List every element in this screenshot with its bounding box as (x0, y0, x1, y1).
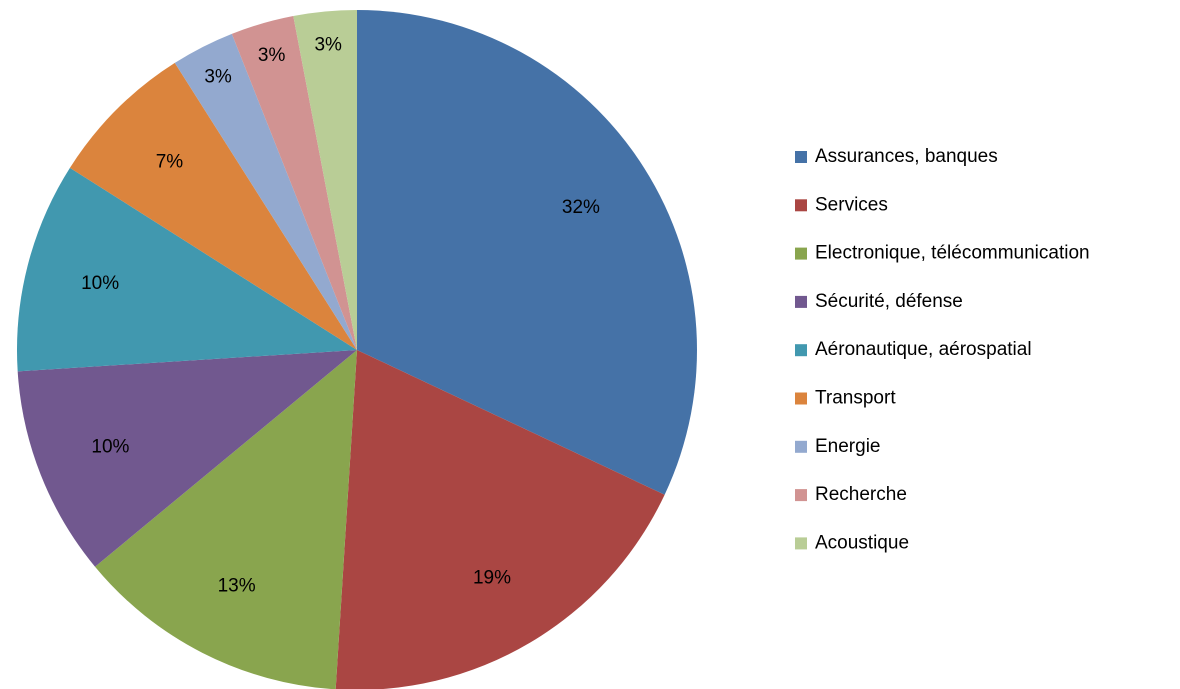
legend-label: Electronique, télécommunication (815, 243, 1090, 264)
legend-label: Assurances, banques (815, 146, 998, 167)
legend-swatch (795, 392, 807, 405)
data-label: 3% (258, 45, 286, 66)
data-label: 13% (218, 575, 256, 596)
legend-label: Acoustique (815, 532, 909, 553)
legend-swatch (795, 295, 807, 308)
legend-label: Transport (815, 388, 896, 409)
legend-label: Sécurité, défense (815, 291, 963, 312)
legend-swatch (795, 489, 807, 502)
pie-slice (231, 16, 357, 350)
legend-swatch (795, 537, 807, 550)
data-label: 3% (314, 34, 342, 55)
legend-label: Recherche (815, 484, 907, 505)
legend-swatch (795, 440, 807, 453)
data-label: 19% (473, 567, 511, 588)
legend-label: Aéronautique, aérospatial (815, 339, 1032, 360)
data-label: 3% (204, 66, 232, 87)
legend-label: Services (815, 194, 888, 215)
data-label: 32% (562, 197, 600, 218)
pie-slice (69, 62, 358, 351)
pie-slice (174, 33, 357, 350)
legend-swatch (795, 247, 807, 260)
legend-swatch (795, 199, 807, 212)
pie-slice (95, 350, 357, 689)
data-label: 10% (91, 437, 129, 458)
legend-label: Energie (815, 436, 881, 457)
legend-swatch (795, 344, 807, 357)
pie-slice (17, 350, 358, 567)
pie-slice (293, 10, 357, 350)
pie-slice (335, 350, 665, 689)
data-label: 7% (156, 151, 184, 172)
pie-slice (357, 10, 697, 495)
pie-slice (17, 167, 358, 372)
legend-swatch (795, 151, 807, 163)
data-label: 10% (81, 273, 119, 294)
